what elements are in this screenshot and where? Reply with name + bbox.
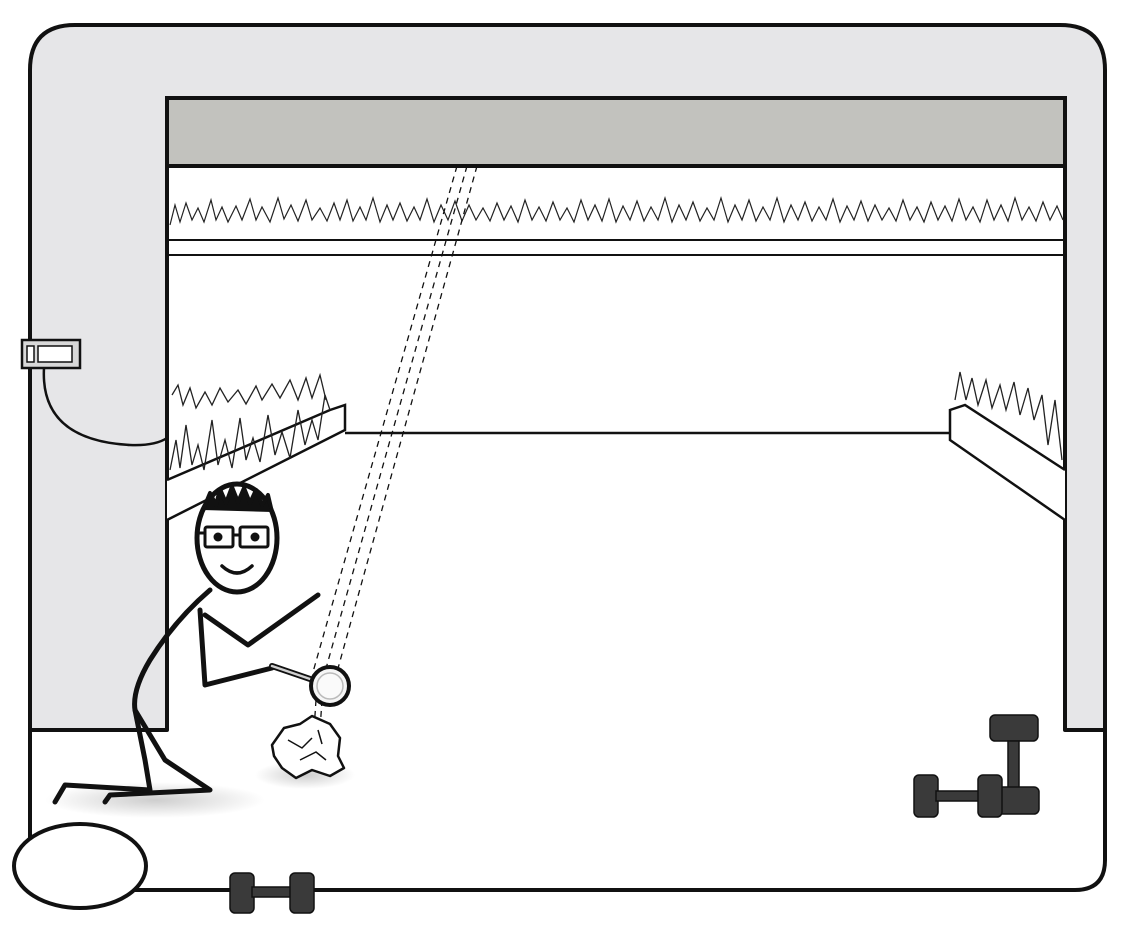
dumbbell-icon[interactable] — [913, 714, 1040, 818]
driveway-perspective — [166, 371, 1066, 522]
back-grass-strip — [167, 195, 1065, 256]
light-beam — [312, 165, 478, 746]
hose-reel — [12, 822, 148, 910]
garage-opener-wall-button[interactable] — [20, 338, 168, 447]
crumpled-paper[interactable] — [270, 714, 346, 780]
garage-door-header — [165, 96, 1067, 168]
magnifying-glass-icon[interactable] — [269, 663, 351, 707]
floor-dumbbell-icon[interactable] — [229, 872, 315, 914]
glasses-icon — [198, 525, 270, 549]
stick-figure-detective — [52, 587, 321, 805]
figure-head — [194, 481, 280, 595]
garage-frame — [28, 23, 1107, 892]
